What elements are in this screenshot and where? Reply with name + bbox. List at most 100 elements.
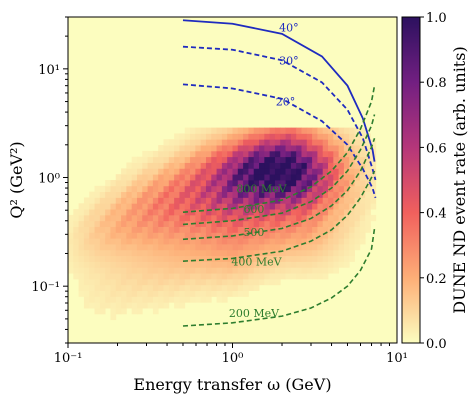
heatmap-cell <box>89 214 95 222</box>
heatmap-cell <box>73 261 80 268</box>
heatmap-cell <box>333 238 340 245</box>
heatmap-cell <box>248 226 255 233</box>
heatmap-cell <box>211 185 217 193</box>
heatmap-cell <box>333 156 340 163</box>
heatmap-cell <box>147 284 154 292</box>
heatmap-cell <box>322 214 329 222</box>
heatmap-cell <box>200 226 207 233</box>
heatmap-cell <box>333 232 340 239</box>
heatmap-cell <box>312 191 318 198</box>
heatmap-cell <box>285 168 292 175</box>
heatmap-cell <box>190 273 196 280</box>
heatmap-cell <box>195 232 202 239</box>
heatmap-cell <box>280 203 286 210</box>
heatmap-cell <box>147 209 154 216</box>
heatmap-cell <box>359 220 366 227</box>
heatmap-cell <box>285 226 292 233</box>
heatmap-cell <box>126 191 133 198</box>
heatmap-cell <box>264 133 271 140</box>
heatmap-cell <box>211 249 217 257</box>
heatmap-cell <box>322 139 329 146</box>
heatmap-cell <box>105 261 111 268</box>
heatmap-cell <box>243 174 249 181</box>
heatmap-cell <box>243 150 249 158</box>
heatmap-cell <box>296 226 302 233</box>
heatmap-cell <box>232 249 239 257</box>
heatmap-cell <box>200 162 207 169</box>
heatmap-cell <box>312 174 318 181</box>
heatmap-cell <box>142 249 148 257</box>
heatmap-cell <box>306 127 313 134</box>
heatmap-cell <box>83 284 90 292</box>
heatmap-cell <box>83 209 90 216</box>
heatmap-cell <box>370 191 377 198</box>
heatmap-cell <box>221 290 228 297</box>
heatmap-cell <box>221 191 228 198</box>
heatmap-cell <box>179 249 186 257</box>
heatmap-cell <box>105 273 111 280</box>
heatmap-cell <box>158 197 164 204</box>
heatmap-cell <box>136 191 143 198</box>
heatmap-cell <box>190 168 196 175</box>
heatmap-cell <box>94 220 101 227</box>
heatmap-cell <box>354 185 361 193</box>
heatmap-cell <box>243 220 249 227</box>
heatmap-cell <box>142 296 148 303</box>
heatmap-cell <box>365 203 371 210</box>
heatmap-cell <box>322 255 329 262</box>
heatmap-cell <box>200 203 207 210</box>
heatmap-cell <box>269 273 276 280</box>
heatmap-cell <box>269 238 276 245</box>
heatmap-cell <box>205 139 212 146</box>
heatmap-cell <box>312 255 318 262</box>
heatmap-cell <box>338 145 345 152</box>
heatmap-cell <box>99 273 106 280</box>
heatmap-cell <box>269 185 276 193</box>
heatmap-cell <box>322 156 329 163</box>
heatmap-cell <box>99 232 106 239</box>
heatmap-cell <box>370 185 377 193</box>
heatmap-cell <box>365 145 371 152</box>
heatmap-cell <box>365 214 371 222</box>
heatmap-cell <box>269 203 276 210</box>
heatmap-cell <box>264 238 271 245</box>
heatmap-cell <box>237 185 244 193</box>
heatmap-cell <box>290 185 297 193</box>
heatmap-cell <box>370 139 377 146</box>
heatmap-cell <box>195 255 202 262</box>
heatmap-cell <box>142 168 148 175</box>
heatmap-cell <box>264 244 271 251</box>
heatmap-cell <box>89 191 95 198</box>
heatmap-cell <box>105 296 111 303</box>
heatmap-cell <box>131 255 138 262</box>
heatmap-cell <box>184 232 191 239</box>
heatmap-cell <box>89 273 95 280</box>
heatmap-cell <box>136 249 143 257</box>
heatmap-cell <box>221 203 228 210</box>
heatmap-cell <box>259 226 265 233</box>
heatmap-cell <box>200 180 207 187</box>
heatmap-cell <box>205 156 212 163</box>
heatmap-cell <box>168 238 175 245</box>
heatmap-cell <box>343 191 350 198</box>
heatmap-cell <box>227 290 233 297</box>
heatmap-cell <box>211 290 217 297</box>
heatmap-cell <box>343 220 350 227</box>
heatmap-cell <box>174 296 180 303</box>
heatmap-cell <box>110 249 117 257</box>
heatmap-cell <box>269 255 276 262</box>
heatmap-cell <box>301 232 308 239</box>
heatmap-cell <box>184 249 191 257</box>
heatmap-cell <box>68 220 74 227</box>
heatmap-cell <box>280 127 286 134</box>
heatmap-cell <box>349 197 355 204</box>
heatmap-cell <box>179 191 186 198</box>
heatmap-cell <box>237 214 244 222</box>
y-tick-label: 10¹ <box>38 63 60 78</box>
energy-curve <box>182 114 376 226</box>
heatmap-cell <box>349 156 355 163</box>
heatmap-cell <box>158 273 164 280</box>
heatmap-cell <box>280 191 286 198</box>
heatmap-cell <box>216 156 223 163</box>
